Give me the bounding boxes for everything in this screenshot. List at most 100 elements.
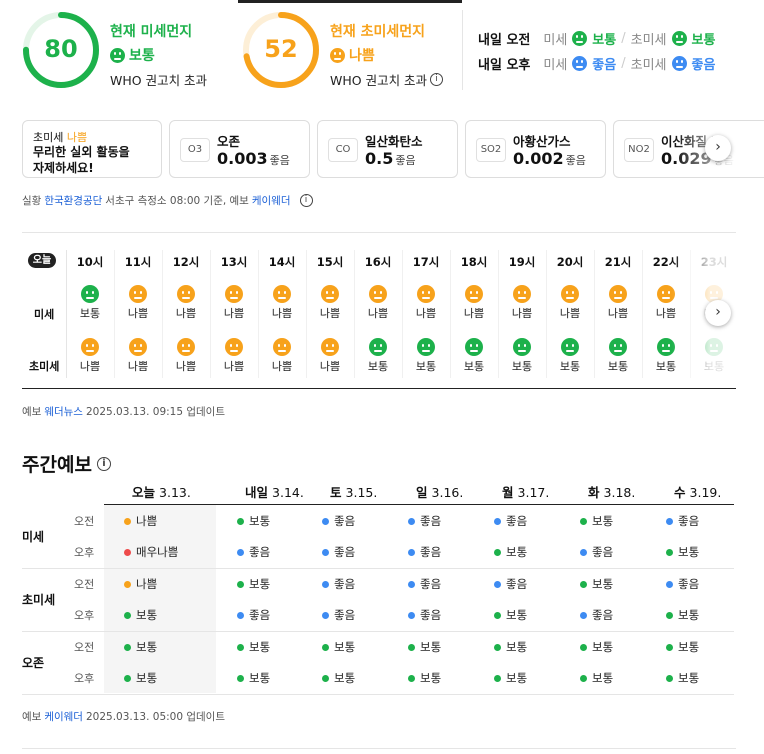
active-tab-indicator [238,0,462,3]
hourly-pm25-status: 보통 [607,359,629,373]
status-dot-icon [666,517,673,525]
weekly-cell: 좋음 [666,576,699,592]
gas-next-button[interactable]: › [705,135,731,161]
weekly-note-time: 2025.03.13. 05:00 업데이트 [85,711,225,723]
weekly-cell: 좋음 [237,607,270,623]
divider [642,250,643,378]
hourly-pm10-status: 나쁨 [367,306,389,320]
pm25-gauge: 52 [242,11,320,89]
weekly-cell-value: 좋음 [334,545,356,559]
weekly-cell: 좋음 [580,544,613,560]
status-dot-icon [237,643,244,651]
weekly-day-date: 3.19. [689,485,722,500]
divider [258,250,259,378]
status-dot-icon [322,517,329,525]
source-org-link[interactable]: 한국환경공단 [44,195,103,207]
weekly-day-date: 3.18. [603,485,636,500]
gas-card-so2[interactable]: SO2 아황산가스 0.002 좋음 [465,120,606,178]
pm10-status: 보통 [110,45,207,65]
weekly-cell: 보통 [580,639,613,655]
pm10-summary: 현재 미세먼지 보통 WHO 권고치 초과 [110,21,207,89]
hourly-pm25-cell: 나쁨 [308,335,352,374]
divider [450,250,451,378]
status-dot-icon [666,580,673,588]
gas-card-co[interactable]: CO 일산화탄소 0.5 좋음 [317,120,458,178]
info-icon[interactable]: i [96,456,111,471]
info-icon[interactable]: i [299,194,313,207]
weekly-cell: 좋음 [322,607,355,623]
weekly-note-src-link[interactable]: 케이웨더 [44,711,83,723]
weekly-cell-value: 좋음 [249,608,271,622]
weekly-cell-value: 보통 [678,671,700,685]
status-dot-icon [408,643,415,651]
weekly-cell: 보통 [494,544,527,560]
divider [22,232,736,233]
normal-face-icon [561,337,579,356]
hourly-pm25-cell: 나쁨 [68,335,112,374]
status-dot-icon [322,548,329,556]
hourly-pm25-cell: 보통 [644,335,688,374]
pm10-gauge-ring [23,12,99,88]
pm25-status: 나쁨 [330,45,443,65]
alert-card: 초미세 나쁨 무리한 실외 활동을 자제하세요! [22,120,162,178]
status-dot-icon [322,643,329,651]
weekly-cell-value: 좋음 [334,608,356,622]
hourly-pm10-cell: 나쁨 [308,282,352,321]
bad-face-icon [369,284,387,303]
weekly-day-header: 수 3.19. [674,482,721,501]
tomorrow-pm-row: 내일 오후 미세 좋음 / 초미세 좋음 [478,56,716,73]
status-dot-icon [237,674,244,682]
hourly-pm25-cell: 나쁨 [164,335,208,374]
bad-face-icon [129,337,147,356]
co-name: 일산화탄소 [365,134,423,149]
pm25-gauge-ring [243,12,319,88]
weekly-cell-value: 보통 [249,577,271,591]
hour-label: 18시 [460,255,488,269]
status-dot-icon [408,674,415,682]
normal-face-icon [513,337,531,356]
source-fc-link[interactable]: 케이웨더 [251,195,291,207]
weekly-cell-value: 좋음 [249,545,271,559]
alert-message: 무리한 실외 활동을 자제하세요! [33,145,130,175]
co-value: 0.5 [365,149,394,168]
status-dot-icon [580,517,587,525]
tomorrow-pm-pm25: 좋음 [691,58,716,73]
hour-label: 12시 [172,255,200,269]
status-dot-icon [124,674,131,682]
pm10-who-text: WHO 권고치 초과 [110,73,208,88]
weekly-note: 예보 케이웨더 2025.03.13. 05:00 업데이트 [22,709,225,724]
bad-face-icon [513,284,531,303]
o3-value-row: 0.003 좋음 [217,149,290,168]
pm25-title: 현재 초미세먼지 [330,24,426,40]
normal-face-icon [465,337,483,356]
divider [114,250,115,378]
weekly-cell: 보통 [124,607,157,623]
hourly-pm10-status: 나쁨 [175,306,197,320]
gas-card-no2[interactable]: NO2 이산화질소 0.029좋음 [613,120,764,178]
hourly-next-button[interactable]: › [705,300,731,326]
info-icon[interactable]: i [430,73,444,86]
status-dot-icon [408,548,415,556]
weekly-cell: 보통 [237,576,270,592]
status-dot-icon [237,517,244,525]
weekly-cell-value: 좋음 [420,514,442,528]
tomorrow-am-label: 내일 오전 [478,33,531,48]
divider [594,250,595,378]
pm25-status-text: 나쁨 [349,48,375,64]
weekly-cell-value: 좋음 [592,608,614,622]
bad-face-icon [321,284,339,303]
hourly-pm10-cell: 나쁨 [356,282,400,321]
hourly-pm10-status: 나쁨 [655,306,677,320]
weekly-cell: 보통 [494,670,527,686]
weekly-day-name: 월 [502,485,514,500]
weekly-note-pre: 예보 [22,711,42,723]
hourly-pm25-cell: 보통 [404,335,448,374]
status-dot-icon [580,548,587,556]
hourly-pm25-status: 나쁨 [319,359,341,373]
weekly-cell-value: 좋음 [420,545,442,559]
gas-card-o3[interactable]: O3 오존 0.003 좋음 [169,120,310,178]
hourly-note-src-link[interactable]: 웨더뉴스 [44,406,83,418]
hourly-pm25-status: 나쁨 [223,359,245,373]
today-column-bg [104,505,216,693]
weekly-day-date: 3.16. [431,485,464,500]
